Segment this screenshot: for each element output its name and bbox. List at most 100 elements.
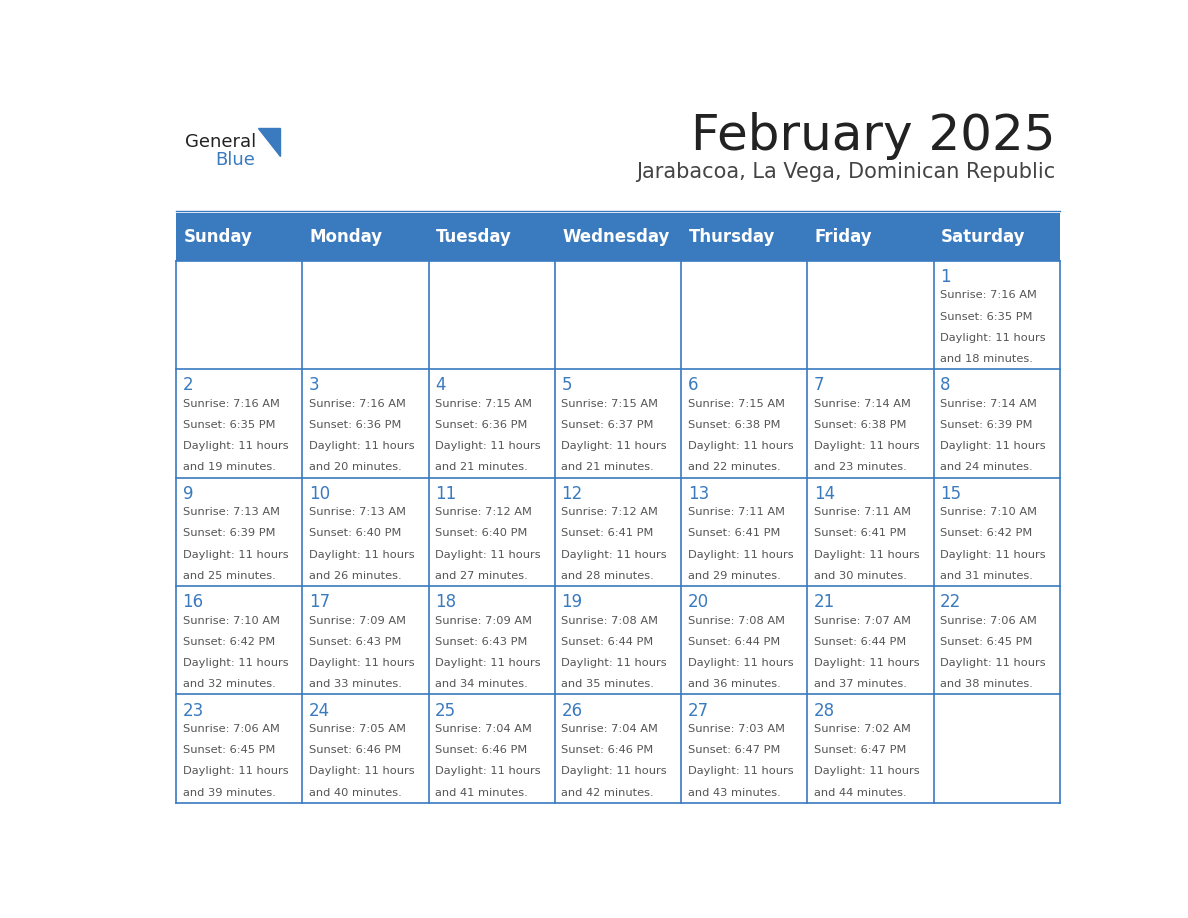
Text: Sunset: 6:41 PM: Sunset: 6:41 PM — [562, 529, 653, 539]
Text: Sunset: 6:47 PM: Sunset: 6:47 PM — [688, 745, 781, 756]
Text: 18: 18 — [435, 593, 456, 611]
Text: Daylight: 11 hours: Daylight: 11 hours — [940, 550, 1045, 560]
Text: Sunday: Sunday — [183, 228, 252, 246]
Text: 23: 23 — [183, 701, 204, 720]
Text: Sunset: 6:44 PM: Sunset: 6:44 PM — [688, 637, 779, 647]
Text: and 31 minutes.: and 31 minutes. — [940, 571, 1034, 581]
Text: Daylight: 11 hours: Daylight: 11 hours — [309, 767, 415, 777]
Text: Daylight: 11 hours: Daylight: 11 hours — [562, 550, 666, 560]
Text: and 28 minutes.: and 28 minutes. — [562, 571, 655, 581]
Text: Daylight: 11 hours: Daylight: 11 hours — [814, 442, 920, 451]
Text: Sunrise: 7:16 AM: Sunrise: 7:16 AM — [940, 290, 1037, 300]
Text: and 33 minutes.: and 33 minutes. — [309, 679, 402, 689]
Text: Daylight: 11 hours: Daylight: 11 hours — [435, 550, 541, 560]
Text: 2: 2 — [183, 376, 194, 394]
Text: Sunrise: 7:11 AM: Sunrise: 7:11 AM — [814, 508, 911, 517]
Text: Sunrise: 7:02 AM: Sunrise: 7:02 AM — [814, 724, 911, 734]
Text: February 2025: February 2025 — [691, 112, 1055, 160]
Text: and 32 minutes.: and 32 minutes. — [183, 679, 276, 689]
Text: Daylight: 11 hours: Daylight: 11 hours — [814, 767, 920, 777]
Text: Sunrise: 7:14 AM: Sunrise: 7:14 AM — [814, 398, 911, 409]
Text: Sunrise: 7:11 AM: Sunrise: 7:11 AM — [688, 508, 784, 517]
Text: Sunrise: 7:08 AM: Sunrise: 7:08 AM — [562, 616, 658, 626]
Text: General: General — [185, 133, 257, 151]
Text: 6: 6 — [688, 376, 699, 394]
Text: 14: 14 — [814, 485, 835, 503]
Text: Sunset: 6:40 PM: Sunset: 6:40 PM — [309, 529, 402, 539]
Text: and 21 minutes.: and 21 minutes. — [562, 463, 655, 472]
Text: Sunrise: 7:10 AM: Sunrise: 7:10 AM — [183, 616, 279, 626]
Text: Daylight: 11 hours: Daylight: 11 hours — [688, 442, 794, 451]
Text: Sunset: 6:43 PM: Sunset: 6:43 PM — [435, 637, 527, 647]
Text: and 23 minutes.: and 23 minutes. — [814, 463, 906, 472]
Text: Friday: Friday — [815, 228, 872, 246]
Text: Sunrise: 7:13 AM: Sunrise: 7:13 AM — [309, 508, 406, 517]
Text: 12: 12 — [562, 485, 582, 503]
Text: Sunset: 6:39 PM: Sunset: 6:39 PM — [183, 529, 276, 539]
Text: Sunrise: 7:16 AM: Sunrise: 7:16 AM — [183, 398, 279, 409]
Text: and 40 minutes.: and 40 minutes. — [309, 788, 402, 798]
Text: Sunrise: 7:06 AM: Sunrise: 7:06 AM — [940, 616, 1037, 626]
Text: and 18 minutes.: and 18 minutes. — [940, 353, 1034, 364]
Text: and 41 minutes.: and 41 minutes. — [435, 788, 527, 798]
Text: Sunset: 6:41 PM: Sunset: 6:41 PM — [814, 529, 906, 539]
Text: and 36 minutes.: and 36 minutes. — [688, 679, 781, 689]
Text: Blue: Blue — [215, 151, 254, 169]
Text: Tuesday: Tuesday — [436, 228, 512, 246]
Bar — [176, 213, 1060, 261]
Text: Wednesday: Wednesday — [562, 228, 670, 246]
Text: Sunset: 6:42 PM: Sunset: 6:42 PM — [940, 529, 1032, 539]
Text: Sunset: 6:44 PM: Sunset: 6:44 PM — [562, 637, 653, 647]
Text: and 35 minutes.: and 35 minutes. — [562, 679, 655, 689]
Text: Thursday: Thursday — [689, 228, 775, 246]
Text: 15: 15 — [940, 485, 961, 503]
Text: and 21 minutes.: and 21 minutes. — [435, 463, 527, 472]
Text: Sunset: 6:42 PM: Sunset: 6:42 PM — [183, 637, 274, 647]
Text: Sunrise: 7:07 AM: Sunrise: 7:07 AM — [814, 616, 911, 626]
Text: 25: 25 — [435, 701, 456, 720]
Text: and 29 minutes.: and 29 minutes. — [688, 571, 781, 581]
Text: Sunset: 6:36 PM: Sunset: 6:36 PM — [309, 420, 402, 430]
Text: and 22 minutes.: and 22 minutes. — [688, 463, 781, 472]
Text: 1: 1 — [940, 268, 950, 285]
Text: 26: 26 — [562, 701, 582, 720]
Text: Sunset: 6:43 PM: Sunset: 6:43 PM — [309, 637, 402, 647]
Text: Sunrise: 7:16 AM: Sunrise: 7:16 AM — [309, 398, 406, 409]
Text: 20: 20 — [688, 593, 709, 611]
Text: Sunrise: 7:15 AM: Sunrise: 7:15 AM — [562, 398, 658, 409]
Text: Jarabacoa, La Vega, Dominican Republic: Jarabacoa, La Vega, Dominican Republic — [636, 162, 1055, 183]
Text: Daylight: 11 hours: Daylight: 11 hours — [688, 658, 794, 668]
Text: Daylight: 11 hours: Daylight: 11 hours — [940, 658, 1045, 668]
Text: 22: 22 — [940, 593, 961, 611]
Text: Sunset: 6:41 PM: Sunset: 6:41 PM — [688, 529, 781, 539]
Text: Daylight: 11 hours: Daylight: 11 hours — [435, 767, 541, 777]
Text: Sunrise: 7:08 AM: Sunrise: 7:08 AM — [688, 616, 784, 626]
Text: Sunset: 6:47 PM: Sunset: 6:47 PM — [814, 745, 906, 756]
Text: Daylight: 11 hours: Daylight: 11 hours — [688, 550, 794, 560]
Text: 13: 13 — [688, 485, 709, 503]
Text: 21: 21 — [814, 593, 835, 611]
Text: 10: 10 — [309, 485, 330, 503]
Text: Sunrise: 7:06 AM: Sunrise: 7:06 AM — [183, 724, 279, 734]
Text: Sunset: 6:35 PM: Sunset: 6:35 PM — [183, 420, 276, 430]
Text: Sunset: 6:38 PM: Sunset: 6:38 PM — [814, 420, 906, 430]
Text: Daylight: 11 hours: Daylight: 11 hours — [814, 550, 920, 560]
Text: Daylight: 11 hours: Daylight: 11 hours — [562, 767, 666, 777]
Text: Daylight: 11 hours: Daylight: 11 hours — [435, 442, 541, 451]
Text: Sunset: 6:46 PM: Sunset: 6:46 PM — [562, 745, 653, 756]
Text: 4: 4 — [435, 376, 446, 394]
Text: and 38 minutes.: and 38 minutes. — [940, 679, 1034, 689]
Text: Daylight: 11 hours: Daylight: 11 hours — [940, 442, 1045, 451]
Text: 19: 19 — [562, 593, 582, 611]
Text: Saturday: Saturday — [941, 228, 1025, 246]
Text: Sunrise: 7:04 AM: Sunrise: 7:04 AM — [435, 724, 532, 734]
Text: 8: 8 — [940, 376, 950, 394]
Text: Sunset: 6:38 PM: Sunset: 6:38 PM — [688, 420, 781, 430]
Text: 9: 9 — [183, 485, 194, 503]
Text: Daylight: 11 hours: Daylight: 11 hours — [183, 550, 289, 560]
Text: Sunset: 6:46 PM: Sunset: 6:46 PM — [309, 745, 402, 756]
Text: Daylight: 11 hours: Daylight: 11 hours — [814, 658, 920, 668]
Text: Sunset: 6:45 PM: Sunset: 6:45 PM — [183, 745, 274, 756]
Text: Sunrise: 7:12 AM: Sunrise: 7:12 AM — [435, 508, 532, 517]
Text: Daylight: 11 hours: Daylight: 11 hours — [940, 332, 1045, 342]
